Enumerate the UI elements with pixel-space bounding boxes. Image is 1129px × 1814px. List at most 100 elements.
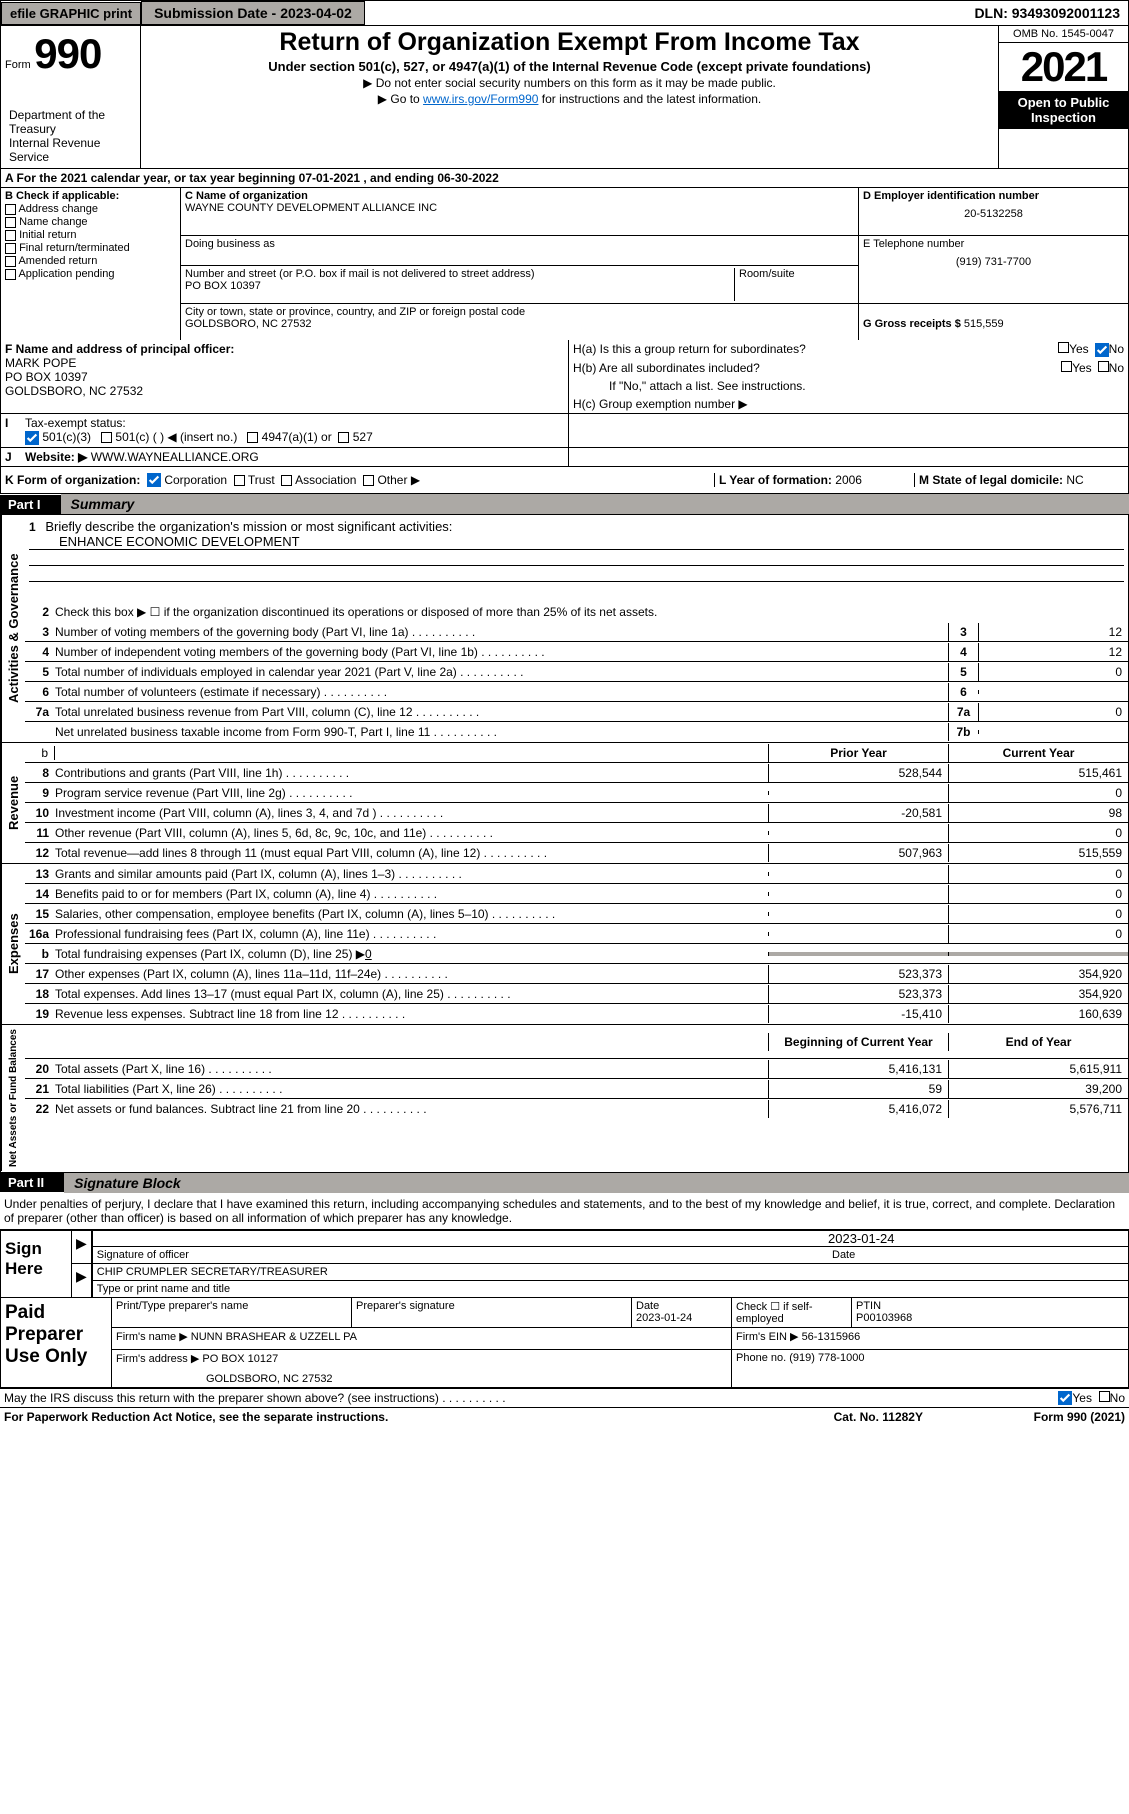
line-1-text: Briefly describe the organization's miss… (45, 519, 452, 534)
cb-501c[interactable] (101, 432, 112, 443)
form-label: Form (5, 59, 31, 71)
rev-prior-12: 507,963 (768, 844, 948, 862)
rev-prior-9 (768, 791, 948, 795)
discuss-no-cb[interactable] (1099, 1391, 1110, 1402)
net-curr-22: 5,576,711 (948, 1100, 1128, 1118)
efile-print-btn[interactable]: efile GRAPHIC print (1, 2, 141, 25)
hb-note: If "No," attach a list. See instructions… (569, 377, 1128, 395)
rev-curr-9: 0 (948, 784, 1128, 802)
gov-text-4: Number of independent voting members of … (55, 643, 948, 661)
org-city: GOLDSBORO, NC 27532 (185, 318, 854, 330)
section-d-ein: D Employer identification number 20-5132… (858, 188, 1128, 340)
ha-no: No (1109, 342, 1124, 357)
l-value: 2006 (835, 473, 862, 487)
gov-line-7a: 7aTotal unrelated business revenue from … (25, 702, 1128, 722)
i-opt-4947: 4947(a)(1) or (262, 430, 332, 444)
c-name-label: C Name of organization (185, 190, 854, 202)
officer-name-label: Type or print name and title (93, 1281, 1128, 1297)
dln: DLN: 93493092001123 (966, 2, 1128, 24)
footer-row: For Paperwork Reduction Act Notice, see … (0, 1407, 1129, 1426)
cb-trust[interactable] (234, 475, 245, 486)
exp-prior-13 (768, 872, 948, 876)
form-note-1: ▶ Do not enter social security numbers o… (149, 76, 990, 90)
k-opt-assoc: Association (295, 473, 356, 487)
street-label: Number and street (or P.O. box if mail i… (185, 268, 734, 280)
cb-amended[interactable] (5, 256, 16, 267)
topbar: efile GRAPHIC print Submission Date - 20… (0, 0, 1129, 26)
gov-line-5: 5Total number of individuals employed in… (25, 662, 1128, 682)
cb-name-change[interactable] (5, 217, 16, 228)
discuss-text: May the IRS discuss this return with the… (4, 1391, 1058, 1405)
gov-box-5: 5 (948, 663, 978, 681)
gov-box-4: 4 (948, 643, 978, 661)
rev-text-11: Other revenue (Part VIII, column (A), li… (55, 824, 768, 842)
gov-val-7a: 0 (978, 703, 1128, 721)
firm-addr2: GOLDSBORO, NC 27532 (116, 1373, 727, 1385)
cb-other[interactable] (363, 475, 374, 486)
gov-text-7b: Net unrelated business taxable income fr… (55, 723, 948, 741)
ein-label: D Employer identification number (863, 190, 1124, 202)
cb-address-change[interactable] (5, 204, 16, 215)
ptin-label: PTIN (856, 1300, 1124, 1312)
gov-val-3: 12 (978, 623, 1128, 641)
firm-ein-label: Firm's EIN ▶ (736, 1331, 799, 1343)
prep-sig-label: Preparer's signature (352, 1298, 632, 1327)
exp-prior-18: 523,373 (768, 985, 948, 1003)
section-fh: F Name and address of principal officer:… (0, 340, 1129, 414)
governance-section: Activities & Governance 1 Briefly descri… (0, 514, 1129, 743)
prep-phone-label: Phone no. (736, 1352, 786, 1364)
irs-link[interactable]: www.irs.gov/Form990 (423, 92, 538, 106)
cb-final-return[interactable] (5, 243, 16, 254)
exp-line-17: 17Other expenses (Part IX, column (A), l… (25, 964, 1128, 984)
room-label: Room/suite (734, 268, 854, 301)
cb-final-label: Final return/terminated (19, 242, 130, 254)
netassets-section: Net Assets or Fund Balances Beginning of… (0, 1025, 1129, 1172)
cb-527[interactable] (338, 432, 349, 443)
rev-curr-8: 515,461 (948, 764, 1128, 782)
phone-value: (919) 731-7700 (863, 256, 1124, 268)
check-icon (25, 431, 39, 445)
gov-box-7b: 7b (948, 723, 978, 741)
net-curr-20: 5,615,911 (948, 1060, 1128, 1078)
form-note-2: ▶ Go to www.irs.gov/Form990 for instruct… (149, 92, 990, 106)
cb-assoc[interactable] (281, 475, 292, 486)
exp-prior-19: -15,410 (768, 1005, 948, 1023)
gov-text-3: Number of voting members of the governin… (55, 623, 948, 641)
phone-label: E Telephone number (863, 238, 1124, 250)
exp-text-19: Revenue less expenses. Subtract line 18 … (55, 1005, 768, 1023)
exp-line-15: 15Salaries, other compensation, employee… (25, 904, 1128, 924)
gov-line-3: 3Number of voting members of the governi… (25, 622, 1128, 642)
revenue-section: Revenue b Prior Year Current Year 8Contr… (0, 743, 1129, 864)
sign-block: Sign Here ▶ 2023-01-24 Signature of offi… (0, 1230, 1129, 1298)
form-number: 990 (34, 30, 101, 77)
dln-label: DLN: (974, 5, 1007, 21)
row-j-website: J Website: ▶ WWW.WAYNEALLIANCE.ORG (0, 448, 1129, 467)
section-h: H(a) Is this a group return for subordin… (568, 340, 1128, 413)
section-c-org: C Name of organization WAYNE COUNTY DEVE… (181, 188, 858, 340)
ein-value: 20-5132258 (863, 208, 1124, 220)
i-opt-527: 527 (353, 430, 373, 444)
cb-initial-return[interactable] (5, 230, 16, 241)
net-text-21: Total liabilities (Part X, line 26) (55, 1080, 768, 1098)
exp-prior-17: 523,373 (768, 965, 948, 983)
firm-name: NUNN BRASHEAR & UZZELL PA (191, 1331, 357, 1343)
exp-prior-15 (768, 912, 948, 916)
row-i-tax-status: I Tax-exempt status: 501(c)(3) 501(c) ( … (0, 414, 1129, 448)
revenue-vlabel: Revenue (1, 743, 25, 863)
ptin-val: P00103968 (856, 1312, 1124, 1324)
net-prior-22: 5,416,072 (768, 1100, 948, 1118)
net-line-20: 20Total assets (Part X, line 16)5,416,13… (25, 1059, 1128, 1079)
cb-4947[interactable] (247, 432, 258, 443)
exp-prior-16a (768, 932, 948, 936)
hb-no-cb[interactable] (1098, 361, 1109, 372)
exp-curr-19: 160,639 (948, 1005, 1128, 1023)
org-street: PO BOX 10397 (185, 280, 734, 292)
gov-val-6 (978, 690, 1128, 694)
officer-name-title: CHIP CRUMPLER SECRETARY/TREASURER (93, 1264, 1128, 1281)
mission-blank-1 (29, 550, 1124, 566)
ha-yes-cb[interactable] (1058, 342, 1069, 353)
cb-app-pending[interactable] (5, 269, 16, 280)
submission-date-val: 2023-04-02 (280, 5, 352, 21)
officer-name: MARK POPE (5, 356, 564, 370)
hb-yes-cb[interactable] (1061, 361, 1072, 372)
